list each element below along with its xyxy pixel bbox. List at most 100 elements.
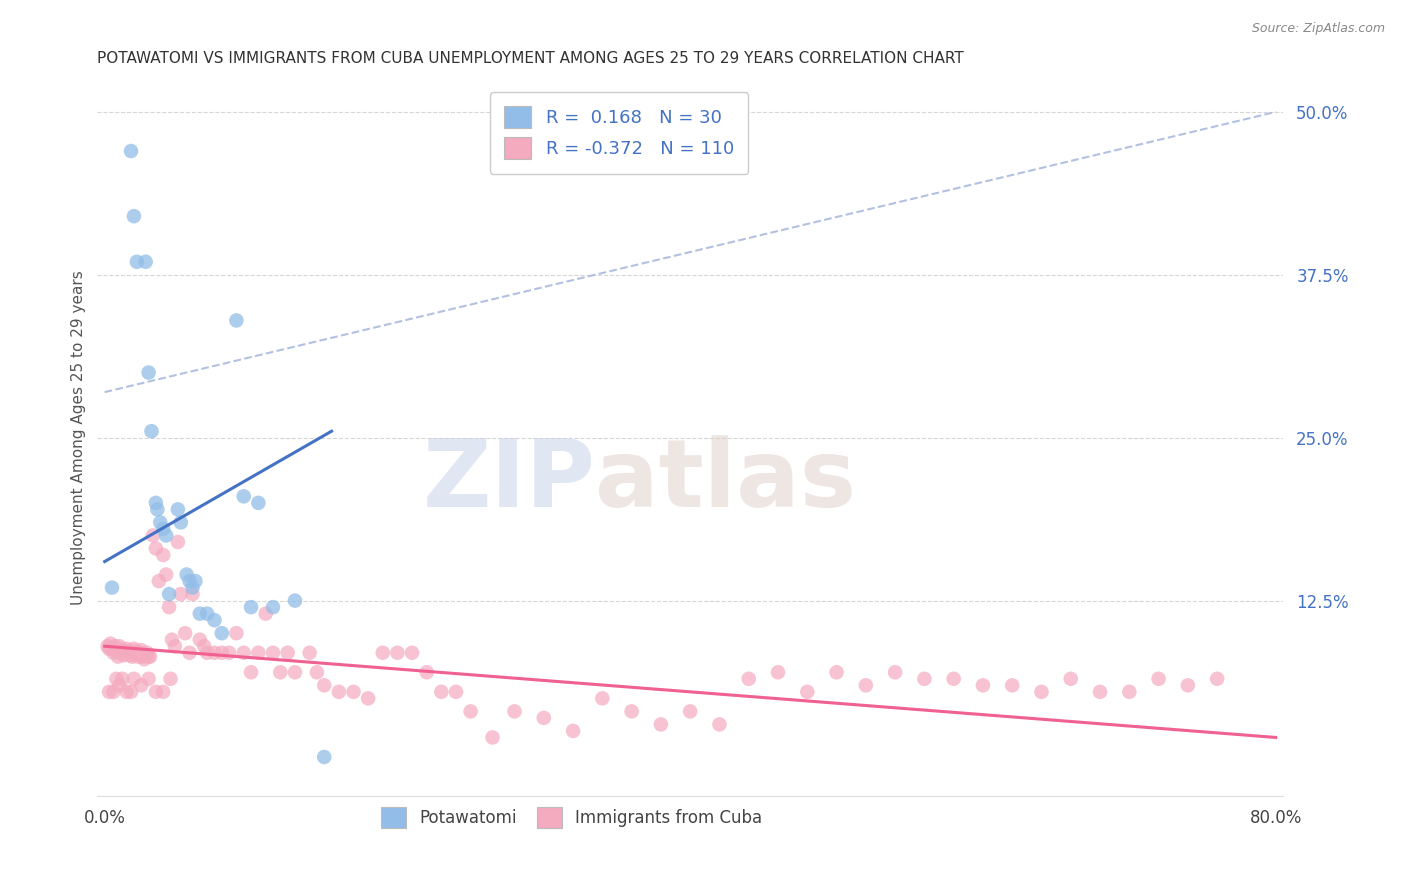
Point [225, 313, 247, 327]
Point [232, 489, 254, 503]
Point [298, 646, 321, 660]
Point [247, 646, 270, 660]
Point [284, 593, 307, 607]
Point [884, 665, 907, 680]
Point [157, 587, 180, 601]
Point [1177, 678, 1199, 692]
Point [120, 144, 142, 158]
Point [138, 366, 160, 380]
Point [211, 626, 233, 640]
Point [825, 665, 848, 680]
Point [254, 607, 277, 621]
Point [157, 600, 180, 615]
Point [155, 528, 177, 542]
Point [146, 502, 169, 516]
Point [620, 705, 643, 719]
Point [115, 685, 138, 699]
Point [371, 646, 394, 660]
Point [269, 665, 291, 680]
Point [314, 750, 336, 764]
Point [129, 678, 152, 692]
Point [533, 711, 555, 725]
Text: POTAWATOMI VS IMMIGRANTS FROM CUBA UNEMPLOYMENT AMONG AGES 25 TO 29 YEARS CORREL: POTAWATOMI VS IMMIGRANTS FROM CUBA UNEMP… [97, 51, 965, 66]
Point [166, 502, 188, 516]
Point [121, 649, 143, 664]
Point [387, 646, 409, 660]
Point [204, 646, 226, 660]
Point [357, 691, 380, 706]
Point [430, 685, 453, 699]
Point [148, 574, 170, 588]
Point [942, 672, 965, 686]
Point [262, 600, 284, 615]
Point [170, 587, 193, 601]
Point [855, 678, 877, 692]
Point [105, 672, 128, 686]
Point [166, 535, 188, 549]
Point [125, 254, 148, 268]
Point [134, 652, 156, 666]
Point [145, 685, 167, 699]
Point [738, 672, 761, 686]
Point [125, 644, 148, 658]
Point [342, 685, 364, 699]
Point [100, 637, 122, 651]
Point [101, 581, 124, 595]
Point [103, 685, 125, 699]
Point [122, 209, 145, 223]
Point [98, 685, 121, 699]
Point [120, 685, 142, 699]
Point [107, 649, 129, 664]
Point [460, 705, 482, 719]
Point [115, 641, 138, 656]
Point [124, 647, 146, 661]
Point [1088, 685, 1111, 699]
Text: Source: ZipAtlas.com: Source: ZipAtlas.com [1251, 22, 1385, 36]
Point [138, 672, 160, 686]
Point [135, 254, 157, 268]
Point [152, 548, 174, 562]
Point [305, 665, 328, 680]
Point [110, 646, 132, 660]
Point [98, 641, 121, 656]
Point [170, 516, 193, 530]
Y-axis label: Unemployment Among Ages 25 to 29 years: Unemployment Among Ages 25 to 29 years [72, 270, 86, 605]
Point [117, 646, 139, 660]
Point [503, 705, 526, 719]
Text: atlas: atlas [595, 434, 856, 526]
Point [591, 691, 613, 706]
Point [1060, 672, 1083, 686]
Point [160, 632, 183, 647]
Point [188, 632, 211, 647]
Point [138, 649, 160, 664]
Point [179, 646, 201, 660]
Point [103, 646, 125, 660]
Point [328, 685, 350, 699]
Point [105, 643, 128, 657]
Point [179, 574, 201, 588]
Point [204, 613, 226, 627]
Point [127, 649, 149, 664]
Point [240, 665, 263, 680]
Point [1118, 685, 1140, 699]
Point [912, 672, 935, 686]
Point [176, 567, 198, 582]
Point [118, 648, 141, 663]
Point [796, 685, 818, 699]
Point [132, 649, 155, 664]
Point [101, 641, 124, 656]
Point [709, 717, 731, 731]
Point [155, 567, 177, 582]
Point [145, 541, 167, 556]
Point [195, 607, 218, 621]
Point [247, 496, 270, 510]
Point [766, 665, 789, 680]
Point [152, 522, 174, 536]
Point [679, 705, 702, 719]
Point [136, 646, 159, 660]
Point [284, 665, 307, 680]
Point [444, 685, 467, 699]
Point [111, 672, 134, 686]
Point [211, 646, 233, 660]
Point [562, 723, 585, 738]
